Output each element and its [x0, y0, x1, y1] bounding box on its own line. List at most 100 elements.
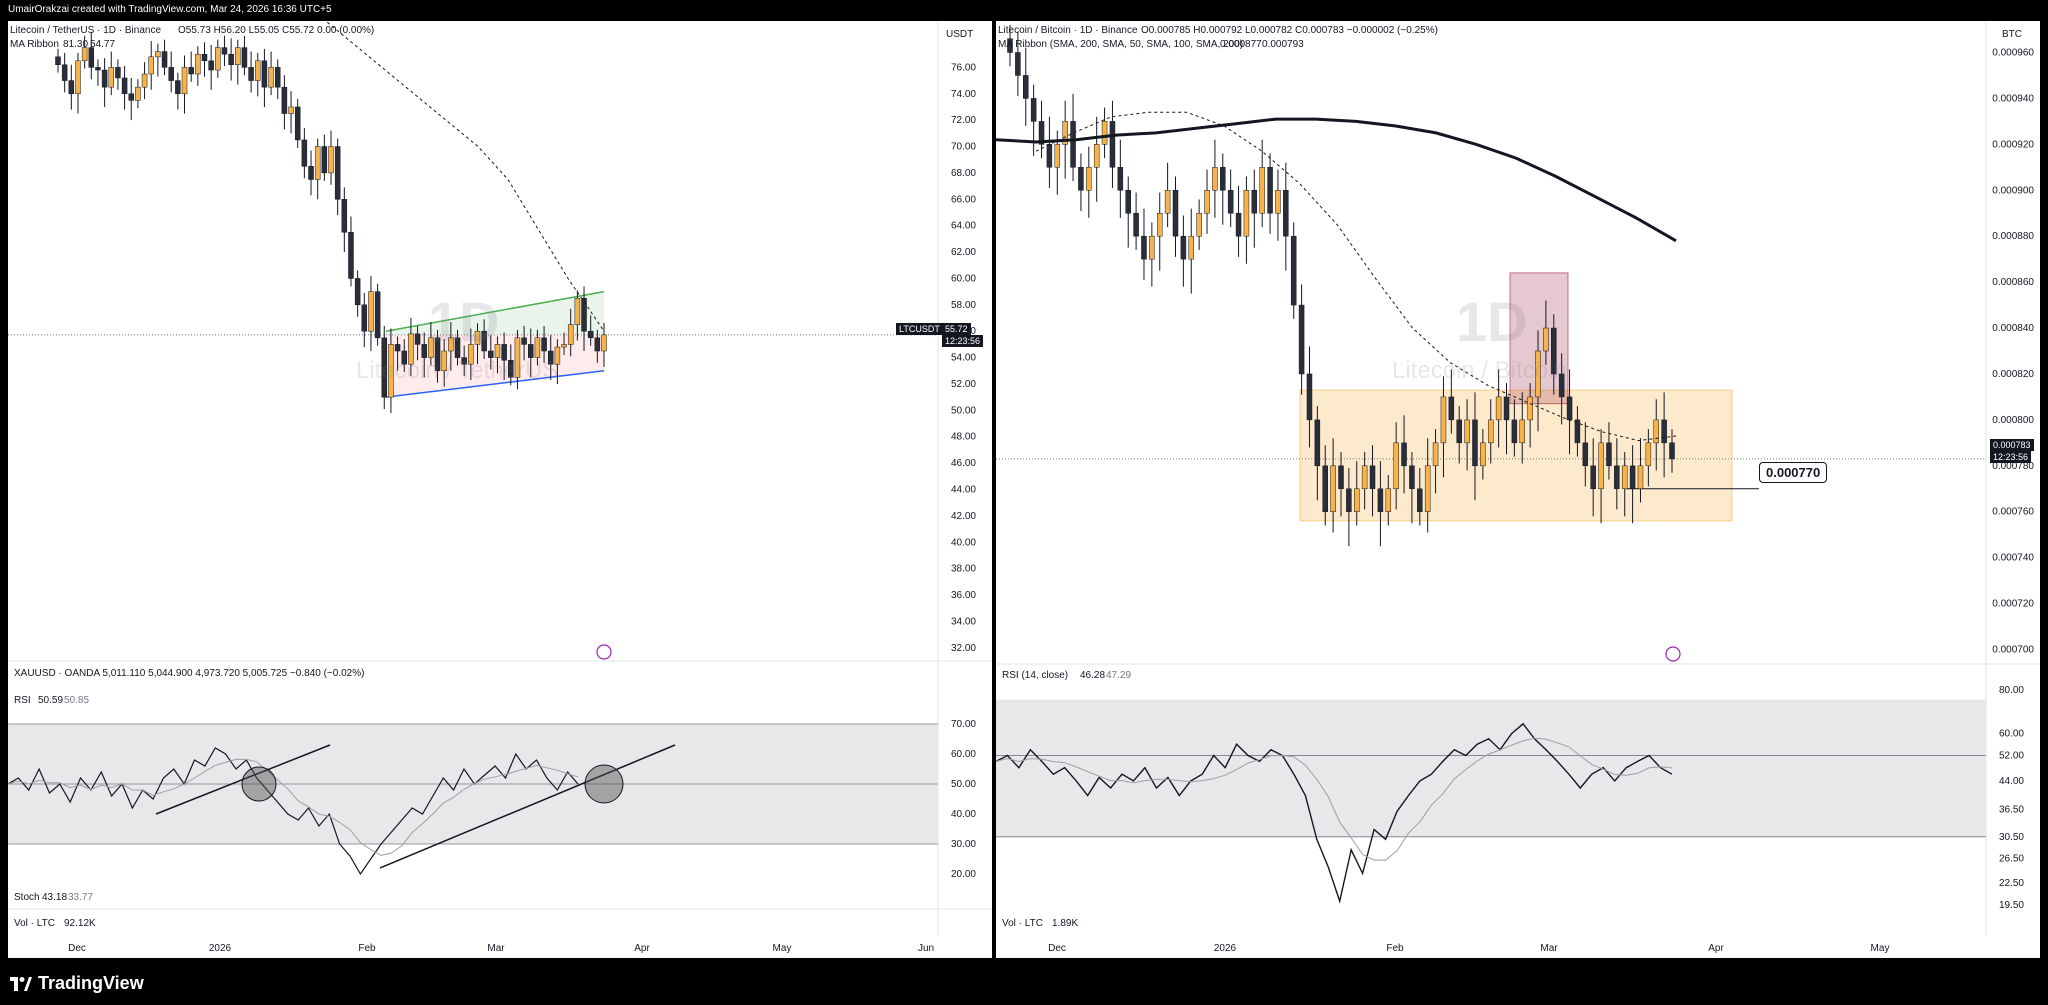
- left-x-tick-label: May: [773, 943, 792, 954]
- left-y-tick-label: 32.00: [951, 643, 976, 654]
- left-candle-body: [228, 53, 234, 65]
- left-candle-body: [241, 47, 248, 68]
- right-y-tick-label: 0.000740: [1992, 553, 2034, 564]
- right-candle-body: [1070, 121, 1076, 168]
- left-y-tick-label: 44.00: [951, 485, 976, 496]
- right-y-tick-label: 0.000800: [1992, 415, 2034, 426]
- left-candle-body: [181, 67, 188, 95]
- left-ribbon-value-1: 81.30: [63, 39, 89, 50]
- left-candle-body: [348, 232, 354, 279]
- right-candle-body: [1290, 235, 1297, 306]
- left-x-tick-label: Feb: [358, 943, 376, 954]
- left-ticker-badge: LTCUSDT: [896, 323, 943, 335]
- left-y-tick-label: 70.00: [951, 142, 976, 153]
- left-candle-body: [488, 350, 494, 358]
- left-alert-icon: [596, 644, 612, 660]
- left-y-tick-label: 74.00: [951, 89, 976, 100]
- left-y-tick-label: 40.00: [951, 537, 976, 548]
- right-candle-body: [1156, 212, 1163, 237]
- left-candle-body: [161, 51, 168, 68]
- right-candle-body: [1172, 190, 1179, 237]
- right-price-badge: 0.000783: [1990, 439, 2034, 451]
- left-chart-canvas[interactable]: 76.00 74.00 72.00 70.00 68.00 66.00 64.00 62.00…: [8, 21, 992, 958]
- tradingview-logo-icon: [10, 976, 32, 991]
- right-candle-body: [1283, 190, 1289, 237]
- right-candle-body: [1566, 396, 1573, 421]
- left-candle-body: [434, 337, 441, 372]
- right-candle-body: [1007, 38, 1013, 53]
- left-y-tick-label: 48.00: [951, 432, 976, 443]
- right-candle-body: [1204, 190, 1210, 214]
- right-candle-body: [1125, 190, 1131, 214]
- left-y-tick-label: 38.00: [951, 564, 976, 575]
- left-chart-panel[interactable]: 76.00 74.00 72.00 70.00 68.00 66.00 64.00 62.00…: [8, 21, 992, 958]
- left-candle-body: [128, 93, 134, 101]
- left-candle-body: [155, 51, 161, 58]
- right-candle-body: [1590, 465, 1596, 490]
- left-rsi-tick-label: 20.00: [951, 869, 976, 880]
- right-candle-body: [1456, 419, 1462, 444]
- left-candle-body: [394, 344, 401, 352]
- left-y-tick-label: 36.00: [951, 590, 976, 601]
- right-candle-body: [1220, 167, 1226, 191]
- right-candle-body: [1614, 465, 1620, 490]
- left-y-tick-label: 60.00: [951, 273, 976, 284]
- left-candle-body: [401, 350, 407, 365]
- left-x-tick-label: Jun: [918, 943, 934, 954]
- left-candle-body: [414, 333, 421, 345]
- right-candle-body: [1432, 442, 1439, 467]
- right-candle-body: [1369, 465, 1376, 490]
- left-candle-body: [88, 47, 95, 68]
- right-candle-body: [1480, 442, 1486, 467]
- right-candle-body: [1385, 488, 1392, 512]
- right-candle-body: [1574, 419, 1581, 444]
- right-candle-body: [1495, 396, 1502, 421]
- left-candle-body: [268, 67, 274, 88]
- right-candle-body: [1551, 327, 1557, 375]
- tradingview-brand[interactable]: TradingView: [10, 973, 144, 994]
- right-candle-body: [1322, 465, 1328, 512]
- left-candle-body: [235, 47, 241, 65]
- right-rsi-label: RSI (14, close): [1002, 670, 1069, 681]
- right-rsi-tick-label: 19.50: [1999, 900, 2024, 911]
- left-rsi-highlight-circle-1: [241, 766, 277, 802]
- left-candle-body: [221, 47, 228, 55]
- left-watermark-interval: 1D: [428, 290, 500, 353]
- right-candle-body: [1448, 396, 1455, 421]
- left-candle-body: [314, 146, 321, 180]
- left-candle-body: [494, 344, 501, 358]
- left-candle-body: [141, 73, 148, 88]
- right-x-tick-label: May: [1871, 943, 1890, 954]
- right-volume-value: 1.89K: [1052, 918, 1079, 929]
- left-candle-body: [374, 291, 381, 339]
- left-candle-body: [601, 334, 607, 352]
- left-candle-body: [461, 357, 467, 365]
- right-candle-body: [1306, 373, 1313, 421]
- left-rsi-label: RSI: [14, 695, 31, 706]
- right-price-callout[interactable]: 0.000770: [1759, 462, 1828, 483]
- left-volume-label: Vol · LTC: [14, 918, 55, 929]
- left-candle-body: [168, 67, 174, 81]
- right-candle-body: [1235, 212, 1242, 237]
- right-x-tick-label: Feb: [1386, 943, 1404, 954]
- left-rsi-highlight-circle-2: [584, 764, 624, 804]
- right-candle-body: [1401, 442, 1407, 467]
- right-candle-body: [1086, 167, 1092, 191]
- right-candle-body: [1629, 465, 1636, 490]
- left-candle-body: [334, 146, 341, 200]
- right-rsi-line: [996, 722, 1673, 904]
- right-candle-body: [1417, 488, 1423, 512]
- right-candle-body: [1109, 121, 1116, 168]
- left-candle-body: [574, 297, 581, 325]
- right-x-tick-label: Dec: [1048, 943, 1066, 954]
- left-candle-body: [587, 330, 594, 339]
- left-candle-body: [301, 139, 308, 167]
- left-candle-body: [388, 344, 394, 398]
- left-candle-body: [521, 337, 527, 345]
- right-chart-canvas[interactable]: 0.000960 0.000940 0.000920 0.000900 0.000880…: [996, 21, 2040, 958]
- right-chart-panel[interactable]: 0.000960 0.000940 0.000920 0.000900 0.000880…: [996, 21, 2040, 958]
- right-candle-body: [1653, 419, 1659, 444]
- right-candle-body: [1227, 190, 1234, 214]
- right-candle-body: [1188, 235, 1195, 260]
- right-candle-body: [1645, 442, 1652, 467]
